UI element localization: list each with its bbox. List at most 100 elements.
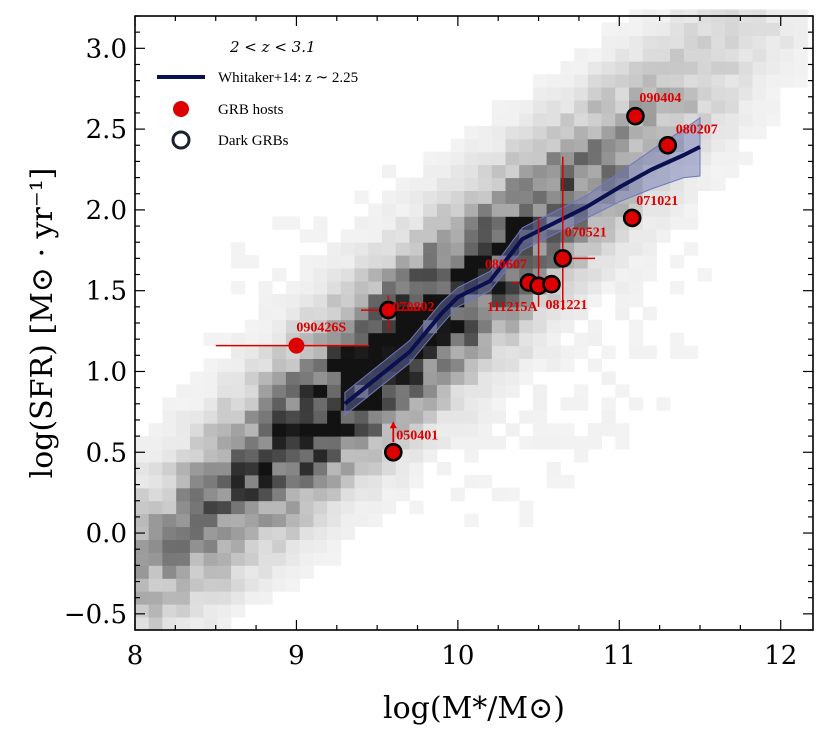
density-cell — [313, 319, 328, 334]
density-cell — [697, 164, 712, 179]
density-cell — [354, 281, 369, 295]
density-cell — [793, 35, 808, 49]
density-cell — [450, 332, 465, 347]
density-cell — [615, 74, 630, 88]
density-cell — [642, 345, 657, 359]
density-cell — [409, 242, 424, 256]
x-tick-label: 10 — [441, 641, 474, 671]
density-cell — [203, 358, 218, 372]
density-cell — [135, 565, 150, 579]
density-cell — [697, 138, 712, 153]
density-cell — [285, 487, 301, 502]
x-tick-label: 11 — [603, 641, 636, 671]
density-cell — [217, 487, 232, 502]
density-cell — [587, 319, 602, 334]
density-cell — [697, 112, 712, 127]
density-cell — [532, 345, 548, 359]
density-cell — [532, 190, 548, 204]
density-cell — [189, 487, 205, 502]
density-cell — [491, 345, 506, 359]
density-cell — [464, 229, 479, 243]
density-cell — [505, 138, 520, 153]
density-cell — [574, 164, 589, 179]
density-cell — [409, 268, 424, 282]
density-cell — [231, 449, 246, 463]
density-cell — [162, 526, 177, 540]
density-cell — [135, 552, 150, 566]
density-cell — [354, 216, 369, 230]
density-cell — [382, 397, 397, 411]
density-cell — [189, 423, 205, 437]
density-cell — [135, 487, 150, 502]
density-cell — [285, 397, 301, 411]
density-cell — [656, 87, 671, 101]
density-cell — [560, 293, 575, 308]
density-cell — [725, 112, 740, 127]
density-cell — [629, 319, 644, 334]
density-cell — [409, 177, 424, 191]
density-cell — [423, 293, 438, 308]
density-cell — [231, 436, 246, 450]
density-cell — [382, 242, 397, 256]
density-cell — [519, 293, 534, 308]
density-cell — [629, 48, 644, 62]
density-cell — [683, 22, 699, 36]
density-cell — [354, 487, 369, 502]
density-cell — [217, 552, 232, 566]
density-cell — [436, 384, 452, 398]
density-cell — [450, 138, 465, 153]
density-cell — [574, 332, 589, 347]
density-cell — [450, 151, 465, 166]
grb-marker — [626, 106, 645, 126]
density-cell — [217, 591, 232, 605]
density-cell — [642, 35, 657, 49]
density-cell — [464, 319, 479, 334]
grb-marker — [288, 337, 305, 354]
density-cell — [217, 474, 232, 489]
density-cell — [491, 384, 506, 398]
density-cell — [436, 281, 452, 295]
density-cell — [231, 526, 246, 540]
density-cell — [258, 306, 273, 321]
density-cell — [752, 100, 767, 114]
density-cell — [450, 358, 465, 372]
density-cell — [464, 242, 479, 256]
density-cell — [436, 345, 452, 359]
density-cell — [574, 112, 589, 127]
density-cell — [752, 125, 767, 140]
density-cell — [409, 436, 424, 450]
density-cell — [148, 526, 163, 540]
density-cell — [560, 345, 575, 359]
density-cell — [395, 371, 410, 385]
density-cell — [217, 436, 232, 450]
density-cell — [258, 319, 273, 334]
density-cell — [299, 268, 314, 282]
density-cell — [683, 164, 699, 179]
density-cell — [532, 410, 548, 424]
density-cell — [272, 319, 287, 334]
density-cell — [395, 242, 410, 256]
density-cell — [285, 539, 301, 553]
density-cell — [436, 410, 452, 424]
density-cell — [711, 100, 726, 114]
density-cell — [176, 487, 191, 502]
density-cell — [560, 164, 575, 179]
density-cell — [272, 332, 287, 347]
density-cell — [519, 358, 534, 372]
density-cell — [574, 74, 589, 88]
density-cell — [491, 306, 506, 321]
density-cell — [491, 190, 506, 204]
density-cell — [629, 242, 644, 256]
density-cell — [738, 48, 753, 62]
density-cell — [601, 255, 616, 269]
density-cell — [532, 242, 548, 256]
density-cell — [382, 203, 397, 217]
density-cell — [368, 436, 383, 450]
density-cell — [244, 358, 259, 372]
density-cell — [615, 255, 630, 269]
grb-hosts-layer: 090404 080207 071021 070521 080607 111215A 081… — [215, 91, 718, 462]
density-cell — [478, 293, 493, 308]
density-cell — [148, 423, 163, 437]
density-cell — [203, 384, 218, 398]
density-cell — [587, 138, 602, 153]
